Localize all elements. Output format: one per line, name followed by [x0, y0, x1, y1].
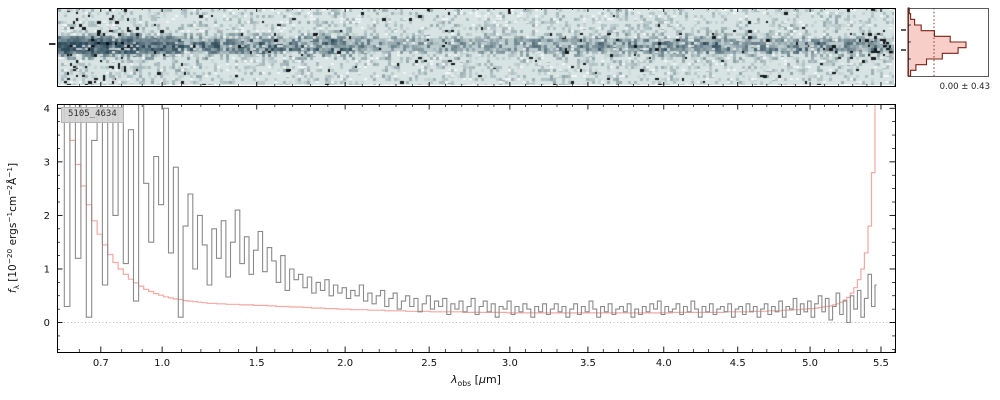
- error-line: [63, 104, 876, 314]
- residual-panel-border: [908, 8, 989, 77]
- y-axis-label: fλ [10−20 ergs−1cm−2Å−1]: [4, 78, 25, 378]
- spectrum2d-border: [57, 8, 896, 87]
- x-tick-label: 1.0: [154, 358, 170, 369]
- label-segment: ergs: [7, 222, 19, 249]
- y-tick-label: 1: [44, 264, 50, 275]
- x-tick-label: 5.0: [802, 358, 818, 369]
- residual-stats-label: 0.00 ± 0.43: [939, 82, 990, 92]
- label-segment: −1: [4, 167, 14, 178]
- y-tick-label: 4: [44, 104, 50, 115]
- label-segment: λ: [451, 373, 458, 386]
- y-tick-label: 3: [44, 157, 50, 168]
- label-segment: cm: [7, 195, 19, 212]
- x-tick-label: 0.7: [93, 358, 109, 369]
- flux-line: [63, 104, 877, 324]
- label-segment: μ: [478, 373, 486, 386]
- label-segment: [: [471, 373, 479, 386]
- x-axis-label: λobs [μm]: [57, 373, 895, 388]
- x-tick-label: 3.5: [580, 358, 596, 369]
- label-segment: −1: [4, 211, 14, 223]
- y-tick-label: 2: [44, 211, 50, 222]
- label-segment: λ: [11, 285, 21, 290]
- x-tick-label: 4.0: [656, 358, 672, 369]
- label-segment: Å: [7, 177, 19, 186]
- x-tick-label: 5.5: [873, 358, 889, 369]
- label-segment: −20: [4, 248, 14, 265]
- label-segment: f: [7, 289, 19, 294]
- label-segment: [10: [7, 264, 19, 286]
- label-segment: obs: [457, 378, 472, 388]
- y-tick-label: 0: [44, 318, 50, 329]
- x-tick-label: 2.0: [337, 358, 353, 369]
- object-id-label: 5105_4634: [61, 107, 124, 123]
- residual-histogram: [907, 7, 967, 77]
- x-tick-label: 2.5: [421, 358, 437, 369]
- x-tick-label: 1.5: [249, 358, 265, 369]
- label-segment: −2: [4, 185, 14, 196]
- label-segment: m]: [485, 373, 501, 386]
- spectrum-2d-image: [58, 9, 894, 85]
- x-tick-label: 4.5: [730, 358, 746, 369]
- x-tick-label: 3.0: [502, 358, 518, 369]
